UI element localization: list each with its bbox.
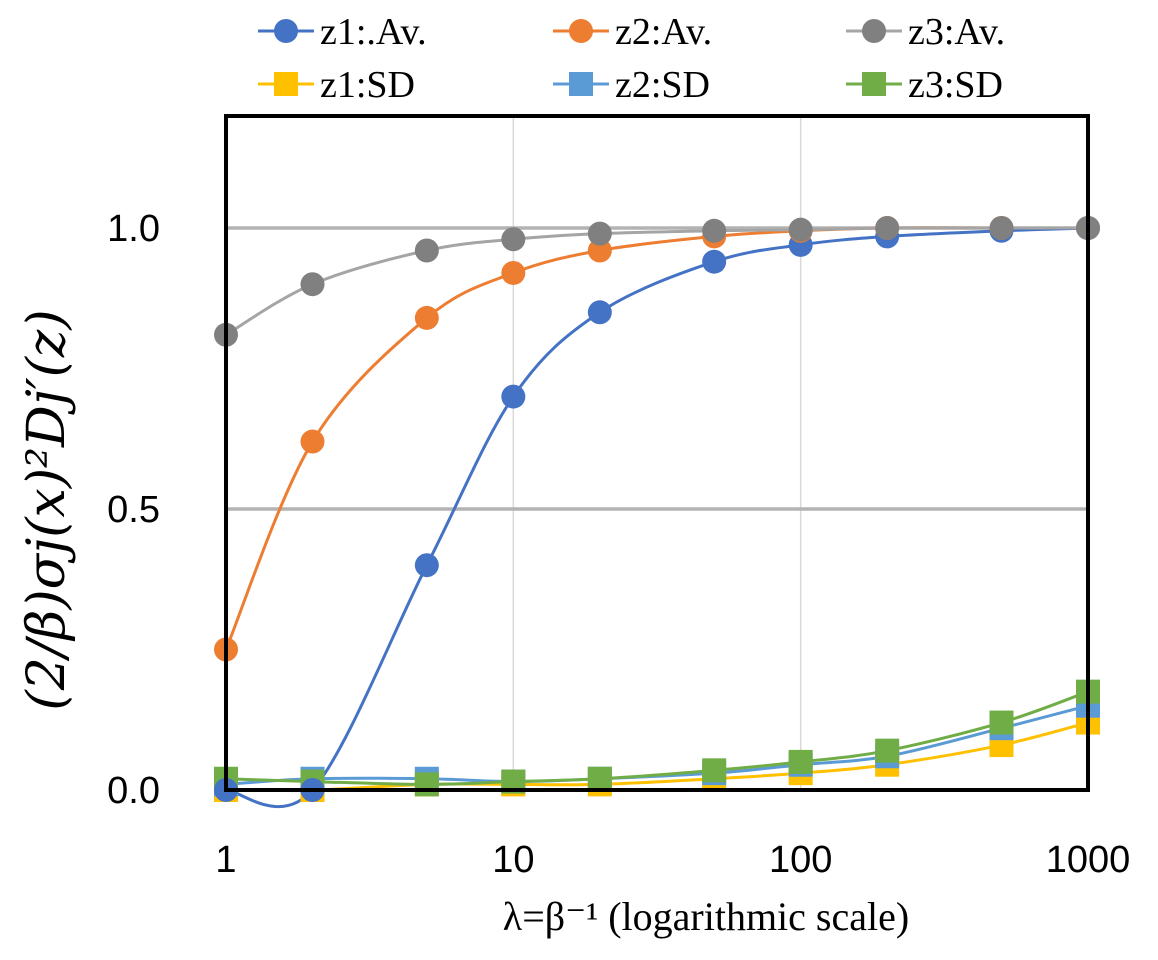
x-tick-label: 10 (492, 839, 534, 881)
series-line-z1:.Av. (225, 226, 1089, 809)
x-tick-label: 1 (215, 839, 236, 881)
x-tick-label: 1000 (1046, 839, 1131, 881)
series-lines (224, 226, 1089, 809)
data-point-z2:Av. (414, 305, 439, 330)
y-tick-label: 0.5 (107, 489, 160, 531)
data-point-z3:Av. (989, 216, 1014, 240)
data-point-z3:SD (875, 738, 900, 763)
data-point-z1:.Av. (501, 384, 526, 409)
legend-label: z3:SD (908, 64, 1003, 106)
legend-marker (862, 19, 886, 43)
data-point-z3:SD (702, 758, 727, 783)
data-point-z3:Av. (501, 227, 526, 252)
legend: z1:.Av. z2:Av. z3:Av. z1:SD z2:SD z3:SD (258, 11, 1005, 106)
data-point-z2:Av. (587, 238, 612, 263)
data-point-z3:Av. (414, 238, 439, 263)
data-point-z1:.Av. (587, 300, 612, 325)
data-point-z1:.Av. (702, 249, 727, 274)
data-point-z3:Av. (788, 217, 813, 242)
series-line-z1:SD (225, 721, 1089, 792)
y-tick-label: 0.0 (107, 770, 160, 812)
legend-marker (569, 19, 593, 43)
series-line-z2:Av. (224, 226, 1088, 651)
data-point-z3:SD (587, 766, 612, 791)
series-line-z3:SD (225, 690, 1089, 786)
data-point-z2:Av. (501, 260, 526, 285)
data-point-z2:Av. (300, 429, 325, 454)
plot-frame (224, 114, 1090, 792)
gridlines (226, 116, 1088, 790)
series-line-z3:Av. (225, 226, 1088, 337)
data-point-z3:Av. (300, 272, 325, 297)
data-point-z3:SD (414, 772, 439, 797)
data-point-z3:SD (989, 710, 1014, 735)
data-point-z3:SD (788, 749, 813, 774)
legend-label: z2:Av. (615, 11, 712, 53)
legend-label: z1:SD (320, 64, 415, 106)
legend-label: z3:Av. (908, 11, 1005, 53)
data-point-z3:Av. (587, 221, 612, 246)
legend-label: z2:SD (615, 64, 710, 106)
data-point-z3:Av. (702, 218, 727, 243)
y-tick-label: 1.0 (107, 208, 160, 250)
legend-marker (274, 72, 298, 96)
data-point-z1:.Av. (414, 553, 439, 578)
legend-label: z1:.Av. (320, 11, 427, 53)
x-axis-label: λ=β⁻¹ (logarithmic scale) (503, 894, 909, 939)
legend-marker (862, 72, 886, 96)
x-tick-label: 100 (769, 839, 832, 881)
legend-marker (569, 72, 593, 96)
data-point-z3:Av. (875, 216, 900, 240)
y-axis-label: (2/β)σj(x)²Dj′(z) (17, 309, 77, 710)
legend-marker (274, 19, 298, 43)
axis-ticks: 1 10 100 1000 0.0 0.5 1.0 (107, 208, 1130, 881)
